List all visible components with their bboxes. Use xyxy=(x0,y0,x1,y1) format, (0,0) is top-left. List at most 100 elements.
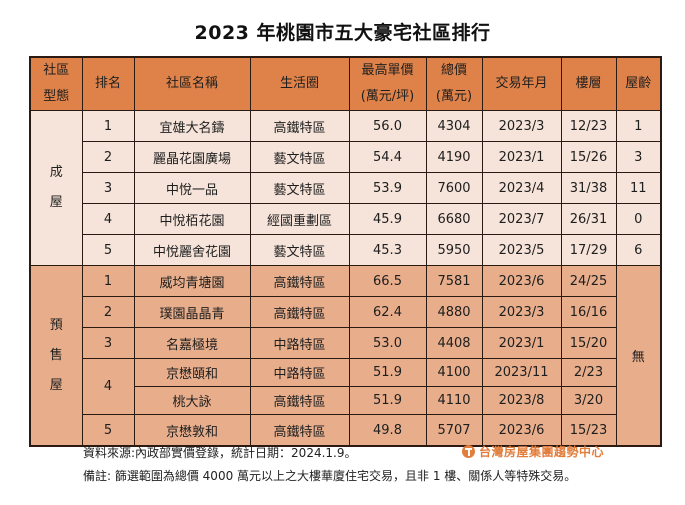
name-cell: 桃大詠 xyxy=(133,386,251,415)
name-cell: 中悅麗舍花園 xyxy=(133,234,251,266)
presale-group: 預售屋 1 威均青塘園 高鐵特區 66.5 7581 2023/6 24/25 … xyxy=(29,265,662,447)
age-cell: 3 xyxy=(615,141,662,173)
table-row: 桃大詠 高鐵特區 51.9 4110 2023/8 3/20 xyxy=(30,386,661,415)
date-cell: 2023/11 xyxy=(481,358,562,387)
header-type: 社區 型態 xyxy=(29,56,83,111)
area-cell: 高鐵特區 xyxy=(249,110,350,142)
price-cell: 66.5 xyxy=(348,265,427,297)
total-cell: 4110 xyxy=(425,386,483,415)
total-cell: 5707 xyxy=(425,414,483,447)
total-cell: 4304 xyxy=(425,110,483,142)
name-cell: 中悅栢花園 xyxy=(133,203,251,235)
name-cell: 中悅一品 xyxy=(133,172,251,204)
area-cell: 高鐵特區 xyxy=(249,414,350,447)
floor-cell: 31/38 xyxy=(560,172,617,204)
price-cell: 49.8 xyxy=(348,414,427,447)
header-area: 生活圈 xyxy=(249,56,350,111)
table-row: 3 中悅一品 藝文特區 53.9 7600 2023/4 31/38 11 xyxy=(30,172,662,204)
table-row: 5 中悅麗舍花園 藝文特區 45.3 5950 2023/5 17/29 6 xyxy=(30,234,662,266)
type-label-presale: 預售屋 xyxy=(29,265,83,447)
date-cell: 2023/5 xyxy=(481,234,562,266)
name-cell: 名嘉極境 xyxy=(133,327,251,359)
type-label-existing: 成屋 xyxy=(29,110,83,266)
floor-cell: 15/26 xyxy=(560,141,617,173)
rank-cell: 4 xyxy=(81,203,135,235)
total-cell: 4408 xyxy=(425,327,483,359)
price-cell: 62.4 xyxy=(348,296,427,328)
header-total: 總價 (萬元) xyxy=(425,56,483,111)
rank-cell: 4 xyxy=(81,358,135,415)
header-date: 交易年月 xyxy=(481,56,562,111)
header-age: 屋齡 xyxy=(615,56,662,111)
price-cell: 51.9 xyxy=(348,358,427,387)
floor-cell: 15/23 xyxy=(560,414,617,447)
floor-cell: 24/25 xyxy=(560,265,617,297)
total-cell: 6680 xyxy=(425,203,483,235)
table-row: 4 中悅栢花園 經國重劃區 45.9 6680 2023/7 26/31 0 xyxy=(30,203,662,235)
total-cell: 7581 xyxy=(425,265,483,297)
name-cell: 威均青塘園 xyxy=(133,265,251,297)
area-cell: 高鐵特區 xyxy=(249,265,350,297)
floor-cell: 17/29 xyxy=(560,234,617,266)
price-cell: 53.9 xyxy=(348,172,427,204)
date-cell: 2023/7 xyxy=(481,203,562,235)
name-cell: 京懋頤和 xyxy=(133,358,251,387)
remark-note: 備註: 篩選範圍為總價 4000 萬元以上之大樓華廈住宅交易，且非 1 樓、關係… xyxy=(83,469,577,483)
name-cell: 京懋敦和 xyxy=(133,414,251,447)
table-row: 5 京懋敦和 高鐵特區 49.8 5707 2023/6 15/23 xyxy=(30,414,661,447)
area-cell: 藝文特區 xyxy=(249,234,350,266)
area-cell: 中路特區 xyxy=(249,327,350,359)
date-cell: 2023/6 xyxy=(481,265,562,297)
area-cell: 經國重劃區 xyxy=(249,203,350,235)
floor-cell: 26/31 xyxy=(560,203,617,235)
existing-group: 成屋 1 宜雄大名鑄 高鐵特區 56.0 4304 2023/3 12/23 1… xyxy=(29,110,662,266)
data-source-note: 資料來源:內政部實價登錄，統計日期：2024.1.9。 xyxy=(83,446,357,460)
luxury-ranking-table: 社區 型態 排名 社區名稱 生活圈 最高單價 (萬元/坪) 總價 (萬元) 交易年月 … xyxy=(29,56,662,447)
age-cell-presale: 無 xyxy=(615,265,662,447)
area-cell: 高鐵特區 xyxy=(249,296,350,328)
table-row: 3 名嘉極境 中路特區 53.0 4408 2023/1 15/20 xyxy=(30,327,661,359)
date-cell: 2023/4 xyxy=(481,172,562,204)
rank-cell: 2 xyxy=(81,141,135,173)
name-cell: 宜雄大名鑄 xyxy=(133,110,251,142)
floor-cell: 12/23 xyxy=(560,110,617,142)
total-cell: 4880 xyxy=(425,296,483,328)
area-cell: 高鐵特區 xyxy=(249,386,350,415)
brand-logo-text: 台灣房屋集團趨勢中心 xyxy=(479,445,605,459)
age-cell: 6 xyxy=(615,234,662,266)
table-row: 2 麗晶花園廣場 藝文特區 54.4 4190 2023/1 15/26 3 xyxy=(30,141,662,173)
total-cell: 4100 xyxy=(425,358,483,387)
table-row: 成屋 1 宜雄大名鑄 高鐵特區 56.0 4304 2023/3 12/23 1 xyxy=(29,110,662,266)
rank-cell: 5 xyxy=(81,234,135,266)
date-cell: 2023/3 xyxy=(481,110,562,142)
rank-cell: 1 xyxy=(81,110,135,142)
price-cell: 45.9 xyxy=(348,203,427,235)
table-row: 4 京懋頤和 中路特區 51.9 4100 2023/11 2/23 xyxy=(30,358,661,415)
date-cell: 2023/8 xyxy=(481,386,562,415)
price-cell: 51.9 xyxy=(348,386,427,415)
table-row: 2 璞園晶晶青 高鐵特區 62.4 4880 2023/3 16/16 xyxy=(30,296,661,328)
age-cell: 11 xyxy=(615,172,662,204)
date-cell: 2023/6 xyxy=(481,414,562,447)
table-row: 預售屋 1 威均青塘園 高鐵特區 66.5 7581 2023/6 24/25 … xyxy=(29,265,662,447)
age-cell: 1 xyxy=(615,110,662,142)
area-cell: 藝文特區 xyxy=(249,172,350,204)
rank-cell: 3 xyxy=(81,327,135,359)
header-name: 社區名稱 xyxy=(133,56,251,111)
price-cell: 54.4 xyxy=(348,141,427,173)
total-cell: 5950 xyxy=(425,234,483,266)
floor-cell: 16/16 xyxy=(560,296,617,328)
header-price: 最高單價 (萬元/坪) xyxy=(348,56,427,111)
price-cell: 53.0 xyxy=(348,327,427,359)
age-cell: 0 xyxy=(615,203,662,235)
floor-cell: 15/20 xyxy=(560,327,617,359)
brand-logo-icon xyxy=(462,445,475,458)
brand-logo: 台灣房屋集團趨勢中心 xyxy=(462,443,604,460)
floor-cell: 2/23 xyxy=(560,358,617,387)
rank-cell: 1 xyxy=(81,265,135,297)
area-cell: 中路特區 xyxy=(249,358,350,387)
date-cell: 2023/3 xyxy=(481,296,562,328)
date-cell: 2023/1 xyxy=(481,327,562,359)
price-cell: 45.3 xyxy=(348,234,427,266)
floor-cell: 3/20 xyxy=(560,386,617,415)
